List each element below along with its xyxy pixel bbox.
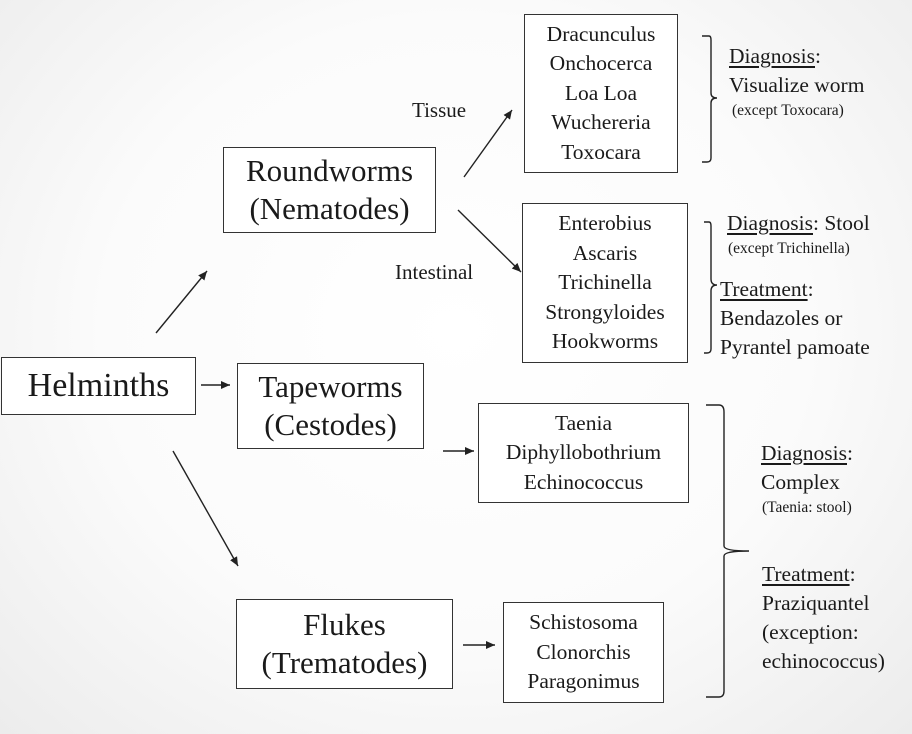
flatworm-treatment-line: Praziquantel: [762, 591, 870, 615]
roundworms-box: Roundworms (Nematodes): [223, 147, 436, 233]
diagnosis-heading: Diagnosis: [729, 44, 815, 68]
trematode-species-box: Schistosoma Clonorchis Paragonimus: [503, 602, 664, 703]
intestinal-treatment-line: Pyrantel pamoate: [720, 335, 870, 359]
species-item: Hookworms: [551, 329, 659, 354]
intestinal-diagnosis: Diagnosis: Stool: [727, 211, 870, 235]
species-item: Diphyllobothrium: [505, 440, 662, 465]
tissue-diagnosis-text: Visualize worm: [729, 73, 865, 97]
diagnosis-heading: Diagnosis: [727, 211, 813, 235]
tapeworms-class: (Cestodes): [264, 407, 397, 442]
flatworm-diagnosis-exception: (Taenia: stool): [762, 499, 852, 516]
species-item: Paragonimus: [527, 669, 640, 694]
intestinal-treatment-line: Bendazoles or: [720, 306, 843, 330]
species-item: Toxocara: [561, 139, 641, 164]
flatworm-diagnosis-text: Complex: [761, 470, 840, 494]
tissue-species-box: Dracunculus Onchocerca Loa Loa Wuchereri…: [524, 14, 678, 173]
arrow-roundworms-intestinal: [457, 209, 522, 273]
flatworm-diagnosis-notes: Diagnosis: Complex (Taenia: stool): [761, 439, 853, 519]
brace-tissue-notes: [702, 35, 718, 163]
species-item: Taenia: [555, 410, 612, 435]
roundworms-class: (Nematodes): [249, 191, 410, 226]
species-item: Onchocerca: [549, 51, 653, 76]
intestinal-branch-label: Intestinal: [395, 260, 474, 284]
flatworm-treatment-line: (exception:: [762, 620, 859, 644]
species-item: Trichinella: [558, 270, 652, 295]
tapeworms-name: Tapeworms: [258, 369, 403, 404]
arrow-helminths-roundworms: [155, 270, 208, 334]
flukes-box: Flukes (Trematodes): [236, 599, 453, 689]
roundworms-name: Roundworms: [245, 153, 414, 188]
intestinal-treatment: Treatment: Bendazoles or Pyrantel pamoat…: [720, 275, 870, 362]
intestinal-species-box: Enterobius Ascaris Trichinella Strongylo…: [522, 203, 688, 363]
flatworm-treatment-notes: Treatment: Praziquantel (exception: echi…: [762, 560, 885, 676]
intestinal-diagnosis-exception: (except Trichinella): [728, 240, 850, 257]
arrow-roundworms-tissue: [463, 109, 513, 178]
species-item: Wuchereria: [551, 110, 651, 135]
flukes-class: (Trematodes): [261, 645, 428, 680]
tissue-notes: Diagnosis: Visualize worm (except Toxoca…: [729, 42, 864, 122]
species-item: Schistosoma: [529, 610, 638, 635]
species-item: Clonorchis: [536, 639, 631, 664]
treatment-heading: Treatment: [762, 562, 850, 586]
tissue-branch-label: Tissue: [412, 98, 467, 122]
diagnosis-heading: Diagnosis: [761, 441, 847, 465]
brace-flatworm-notes: [706, 404, 750, 698]
brace-intestinal-notes: [704, 221, 718, 354]
helminths-label: Helminths: [27, 367, 170, 404]
treatment-heading: Treatment: [720, 277, 808, 301]
flukes-name: Flukes: [303, 607, 386, 642]
species-item: Strongyloides: [545, 299, 665, 324]
species-item: Dracunculus: [546, 21, 656, 46]
helminths-box: Helminths: [1, 357, 196, 415]
tissue-diagnosis-exception: (except Toxocara): [732, 102, 844, 119]
tapeworms-box: Tapeworms (Cestodes): [237, 363, 424, 449]
species-item: Loa Loa: [564, 80, 638, 105]
intestinal-notes: Diagnosis: Stool (except Trichinella): [727, 209, 870, 260]
arrow-helminths-flukes: [172, 450, 239, 567]
species-item: Ascaris: [572, 240, 638, 265]
species-item: Echinococcus: [523, 469, 644, 494]
flatworm-treatment-line: echinococcus): [762, 649, 885, 673]
cestode-species-box: Taenia Diphyllobothrium Echinococcus: [478, 403, 689, 503]
tissue-diagnosis: Diagnosis:: [729, 44, 821, 68]
species-item: Enterobius: [558, 211, 652, 236]
